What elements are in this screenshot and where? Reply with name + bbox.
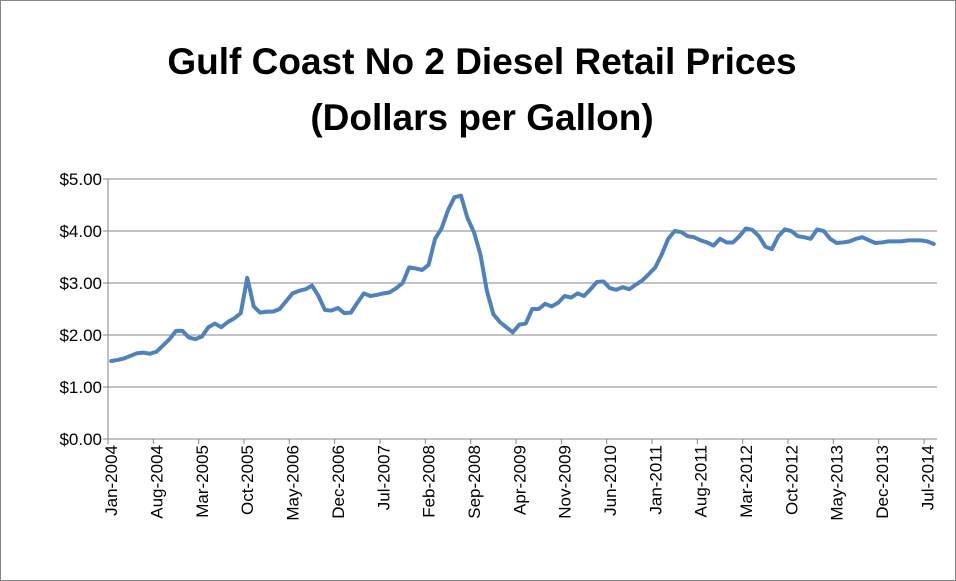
y-tick-label: $4.00 bbox=[59, 222, 102, 241]
x-tick-label: Aug-2004 bbox=[148, 445, 167, 519]
x-tick-label: Jan-2011 bbox=[646, 445, 665, 515]
x-tick-label: Aug-2011 bbox=[692, 445, 711, 517]
x-tick-label: Jul-2007 bbox=[374, 445, 393, 510]
x-tick-label: Apr-2009 bbox=[510, 445, 529, 515]
x-tick-label: May-2013 bbox=[828, 445, 847, 521]
y-tick-label: $1.00 bbox=[59, 378, 102, 397]
x-tick-label: Feb-2008 bbox=[420, 445, 439, 518]
x-tick-label: Mar-2012 bbox=[737, 445, 756, 518]
x-tick-label: Jul-2014 bbox=[918, 445, 937, 510]
chart-title: Gulf Coast No 2 Diesel Retail Prices bbox=[167, 41, 796, 82]
y-tick-label: $2.00 bbox=[59, 326, 102, 345]
data-line bbox=[109, 193, 936, 363]
x-tick-label: Mar-2005 bbox=[193, 445, 212, 518]
x-tick-label: Dec-2006 bbox=[329, 445, 348, 519]
y-tick-label: $3.00 bbox=[59, 274, 102, 293]
x-tick-label: Dec-2013 bbox=[873, 445, 892, 519]
x-tick-label: May-2006 bbox=[284, 445, 303, 521]
chart-title: (Dollars per Gallon) bbox=[310, 97, 653, 138]
x-tick-label: Oct-2005 bbox=[238, 445, 257, 515]
y-tick-label: $5.00 bbox=[59, 170, 102, 189]
x-tick-label: Nov-2009 bbox=[556, 445, 575, 519]
x-tick-label: Oct-2012 bbox=[782, 445, 801, 515]
y-tick-label: $0.00 bbox=[59, 430, 102, 449]
x-tick-label: Sep-2008 bbox=[465, 445, 484, 519]
x-tick-label: Jun-2010 bbox=[601, 445, 620, 516]
x-tick-label: Jan-2004 bbox=[102, 445, 121, 516]
